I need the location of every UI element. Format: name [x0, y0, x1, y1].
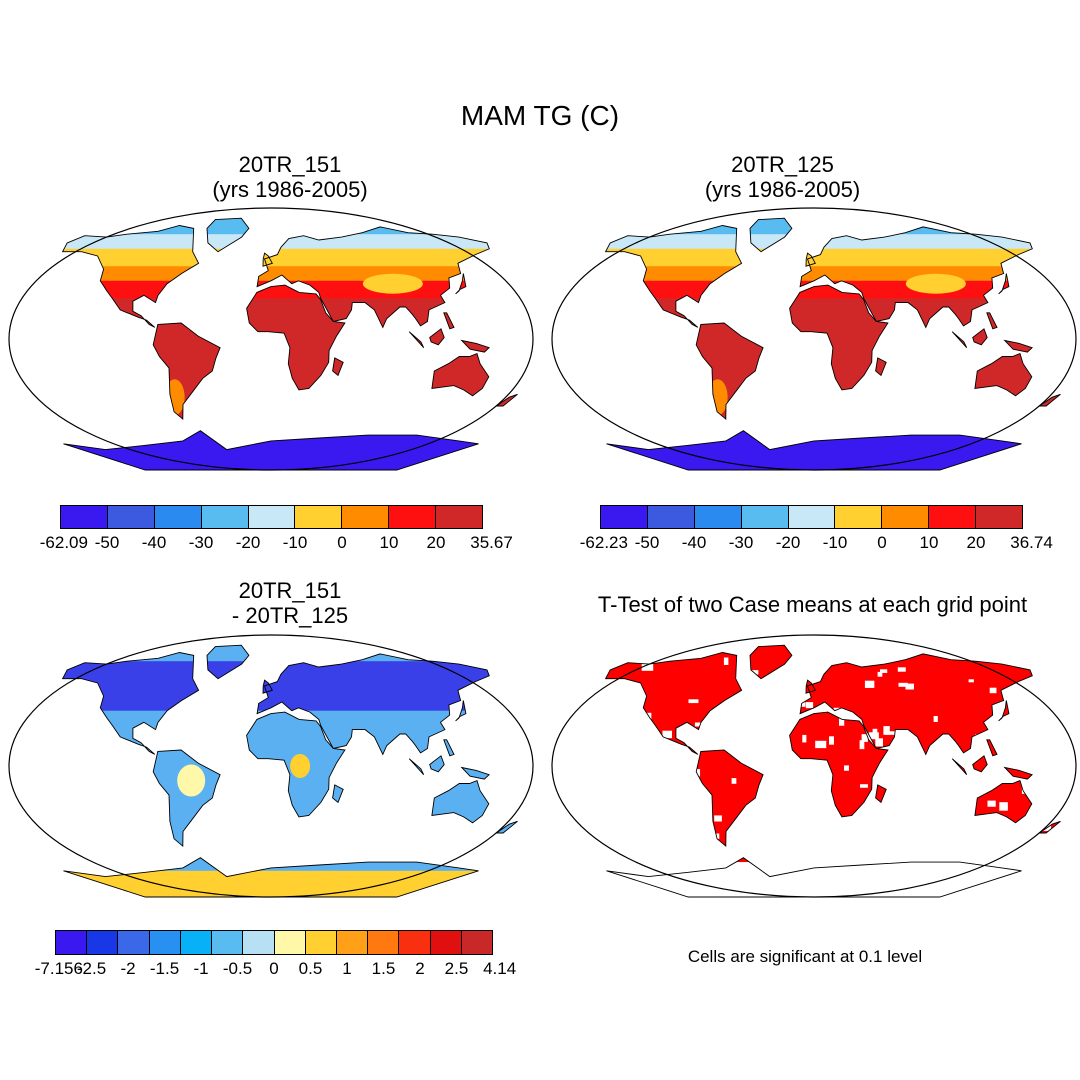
colorbar-label: -1.5 [149, 959, 180, 978]
colorbar-swatch [976, 506, 1023, 528]
colorbar-label: -20 [775, 533, 801, 552]
colorbar-20tr-151 [60, 505, 483, 529]
colorbar-swatch [601, 506, 648, 528]
panel-title-difference: 20TR_151 - 20TR_125 [55, 578, 525, 628]
panel-title-20tr-151: 20TR_151 (yrs 1986-2005) [55, 152, 525, 202]
map-difference [8, 634, 534, 898]
panel-title-line1: 20TR_151 [238, 578, 342, 603]
colorbar-swatch [342, 506, 390, 528]
map-ttest [551, 634, 1077, 898]
colorbar-label: -10 [282, 533, 308, 552]
colorbar-label: 0 [337, 533, 347, 552]
colorbar-swatch [436, 506, 483, 528]
panel-title-ttest: T-Test of two Case means at each grid po… [597, 592, 1028, 617]
colorbar-label: -50 [634, 533, 660, 552]
colorbar-label: -2 [120, 959, 136, 978]
panel-title-line1: 20TR_151 [238, 152, 342, 177]
colorbar-label: 20 [426, 533, 446, 552]
colorbar-label: -7.156 [34, 959, 83, 978]
colorbar-swatch [647, 506, 695, 528]
colorbar-swatch [61, 506, 108, 528]
colorbar-label: 1.5 [371, 959, 396, 978]
colorbar-swatch [154, 506, 202, 528]
colorbar-swatch [118, 931, 150, 954]
colorbar-label: -50 [94, 533, 120, 552]
colorbar-label: 35.67 [470, 533, 513, 552]
panel-title-20tr-125: 20TR_125 (yrs 1986-2005) [545, 152, 1020, 202]
colorbar-swatch [694, 506, 742, 528]
colorbar-labels-difference: -7.156 -2.5 -2 -1.5 -1 -0.5 0 0.5 1 1.5 2 2.5 4.14 [35, 959, 516, 981]
colorbar-label: 10 [379, 533, 399, 552]
map-20tr-125 [551, 207, 1077, 471]
colorbar-swatch [274, 931, 306, 954]
colorbar-label: -40 [141, 533, 167, 552]
colorbar-label: -10 [822, 533, 848, 552]
colorbar-swatch [882, 506, 930, 528]
colorbar-swatch [56, 931, 88, 954]
colorbar-labels-20tr-151: -62.09 -50 -40 -30 -20 -10 0 10 20 35.67 [40, 533, 513, 555]
colorbar-swatch [835, 506, 883, 528]
colorbar-swatch [788, 506, 836, 528]
colorbar-difference [55, 930, 493, 955]
colorbar-label: 36.74 [1010, 533, 1053, 552]
colorbar-swatch [107, 506, 155, 528]
colorbar-swatch [248, 506, 296, 528]
colorbar-label: 1 [342, 959, 352, 978]
colorbar-swatch [336, 931, 369, 954]
colorbar-swatch [430, 931, 462, 954]
colorbar-label: 4.14 [483, 959, 517, 978]
colorbar-swatch [929, 506, 977, 528]
colorbar-labels-20tr-125: -62.23 -50 -40 -30 -20 -10 0 10 20 36.74 [580, 533, 1053, 555]
colorbar-label: -2.5 [76, 959, 107, 978]
colorbar-20tr-125 [600, 505, 1023, 529]
colorbar-swatch [389, 506, 437, 528]
panel-title-line2: - 20TR_125 [231, 603, 349, 628]
colorbar-swatch [399, 931, 431, 954]
colorbar-label: -20 [235, 533, 261, 552]
colorbar-label: -62.23 [579, 533, 628, 552]
colorbar-label: -30 [188, 533, 214, 552]
panel-title-line2: (yrs 1986-2005) [212, 177, 368, 202]
colorbar-label: -1 [193, 959, 209, 978]
colorbar-label: 0.5 [298, 959, 323, 978]
colorbar-swatch [149, 931, 181, 954]
map-20tr-151 [8, 207, 534, 471]
colorbar-swatch [180, 931, 213, 954]
colorbar-label: 10 [919, 533, 939, 552]
colorbar-label: -40 [681, 533, 707, 552]
colorbar-label: 0 [877, 533, 887, 552]
colorbar-label: -62.09 [39, 533, 88, 552]
colorbar-swatch [87, 931, 119, 954]
colorbar-label: 2.5 [444, 959, 469, 978]
colorbar-label: -30 [728, 533, 754, 552]
colorbar-swatch [243, 931, 275, 954]
colorbar-swatch [295, 506, 343, 528]
panel-title-line2: (yrs 1986-2005) [704, 177, 861, 202]
figure-title: MAM TG (C) [460, 100, 620, 131]
colorbar-swatch [305, 931, 337, 954]
colorbar-label: 2 [415, 959, 425, 978]
colorbar-swatch [212, 931, 244, 954]
colorbar-swatch [368, 931, 400, 954]
significance-note: Cells are significant at 0.1 level [687, 947, 923, 966]
colorbar-swatch [201, 506, 249, 528]
colorbar-label: 20 [966, 533, 986, 552]
panel-title-line1: 20TR_125 [731, 152, 834, 177]
colorbar-swatch [461, 931, 493, 954]
colorbar-label: 0 [269, 959, 279, 978]
colorbar-label: -0.5 [222, 959, 253, 978]
colorbar-swatch [741, 506, 789, 528]
